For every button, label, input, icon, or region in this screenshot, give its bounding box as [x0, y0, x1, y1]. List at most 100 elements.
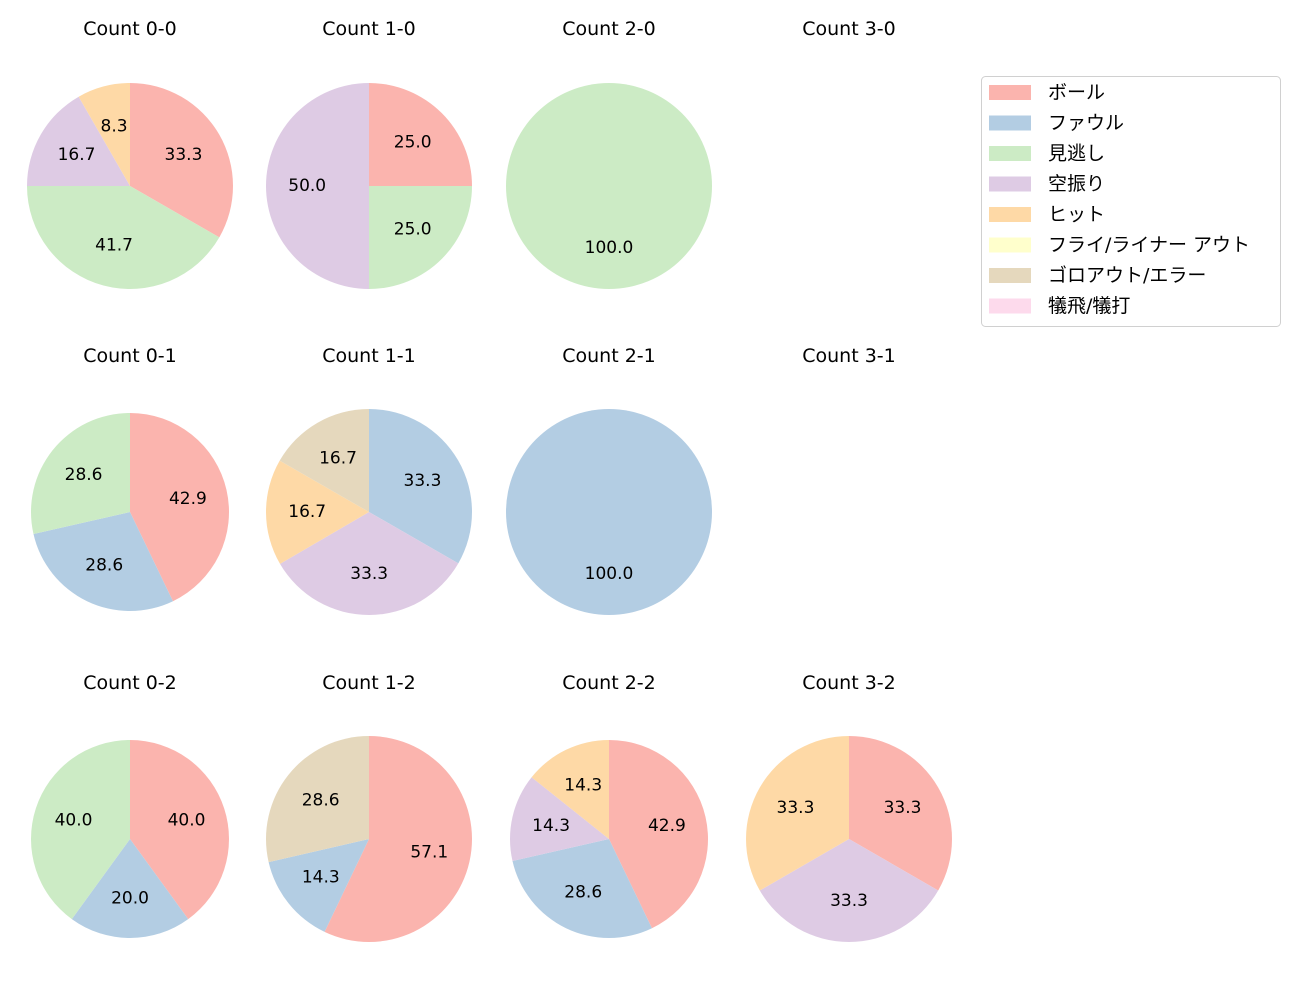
pie-title: Count 0-0 — [83, 18, 177, 40]
slice-label: 16.7 — [288, 502, 326, 522]
pie-slice-ファウル — [369, 409, 472, 564]
pie-title: Count 1-2 — [322, 672, 416, 694]
pie-title: Count 3-2 — [802, 672, 896, 694]
pie-slice-ファウル — [71, 839, 189, 938]
pie-slice-ゴロアウト/エラー — [279, 409, 369, 512]
pie-slice-空振り — [27, 96, 130, 186]
pie-count-2-2: Count 2-2 42.9 28.6 14.3 14.3 — [510, 672, 708, 939]
legend-swatch — [989, 268, 1031, 283]
slice-label: 40.0 — [168, 811, 206, 831]
pie-count-0-1: Count 0-1 42.9 28.6 28.6 — [30, 345, 230, 611]
slice-label: 33.3 — [404, 471, 442, 491]
pie-slice-ボール — [369, 83, 472, 186]
slice-label: 42.9 — [169, 489, 207, 509]
slice-label: 25.0 — [394, 220, 432, 240]
pie-slice-見逃し — [27, 186, 220, 290]
pie-slice-ボール — [324, 736, 473, 943]
pie-title: Count 3-0 — [802, 18, 896, 40]
slice-label: 28.6 — [65, 465, 103, 485]
pie-title: Count 2-0 — [562, 18, 656, 40]
pie-title: Count 0-1 — [83, 345, 177, 367]
pie-count-0-2: Count 0-2 40.0 20.0 40.0 — [30, 672, 230, 938]
pie-title: Count 2-2 — [562, 672, 656, 694]
slice-label: 41.7 — [95, 236, 133, 256]
pie-slice-ヒット — [531, 740, 609, 839]
legend-swatch — [989, 237, 1031, 253]
slice-label: 33.3 — [830, 891, 868, 911]
pie-slice-ボール — [609, 740, 708, 929]
legend-swatch — [989, 146, 1031, 161]
slice-label: 100.0 — [585, 564, 634, 584]
slice-label: 33.3 — [777, 798, 815, 818]
pie-slice-空振り — [266, 83, 369, 289]
pie-title: Count 1-1 — [322, 345, 416, 367]
pie-slice-ファウル — [33, 512, 173, 611]
legend-frame — [981, 76, 1281, 327]
legend-entry: ヒット — [1048, 204, 1105, 226]
pie-title: Count 3-1 — [802, 345, 896, 367]
slice-label: 50.0 — [288, 176, 326, 196]
slice-label: 14.3 — [302, 868, 340, 888]
pie-slice-空振り — [280, 512, 459, 615]
pie-slice-見逃し — [30, 740, 130, 920]
pie-slice-ボール — [849, 736, 952, 891]
slice-label: 42.9 — [648, 816, 686, 836]
pie-slice-ゴロアウト/エラー — [265, 736, 369, 863]
slice-label: 33.3 — [884, 798, 922, 818]
pie-slice-ボール — [130, 83, 234, 238]
slice-label: 28.6 — [85, 556, 123, 576]
pie-count-2-1: Count 2-1 100.0 — [506, 345, 712, 615]
pie-title: Count 2-1 — [562, 345, 656, 367]
legend-entry: ゴロアウト/エラー — [1048, 265, 1206, 287]
slice-label: 16.7 — [58, 145, 96, 165]
pie-title: Count 0-2 — [83, 672, 177, 694]
pie-slice-ヒット — [745, 736, 849, 891]
slice-label: 8.3 — [101, 116, 128, 136]
legend-entry: フライ/ライナー アウト — [1048, 234, 1250, 256]
slice-label: 28.6 — [302, 791, 340, 811]
slice-label: 33.3 — [165, 145, 203, 165]
slice-label: 14.3 — [564, 775, 602, 795]
legend-swatch — [989, 176, 1031, 192]
slice-label: 28.6 — [564, 883, 602, 903]
pie-slice-ヒット — [266, 460, 369, 564]
pie-count-3-0: Count 3-0 — [802, 18, 896, 40]
slice-label: 100.0 — [585, 238, 634, 258]
legend-swatch — [989, 298, 1031, 314]
pie-count-2-0: Count 2-0 100.0 — [506, 18, 712, 289]
pie-slice-空振り — [510, 777, 609, 862]
pie-count-1-1: Count 1-1 33.3 33.3 16.7 16.7 — [266, 345, 472, 615]
pie-slice-ヒット — [78, 83, 130, 186]
legend-entry: 犠飛/犠打 — [1048, 295, 1130, 317]
pie-count-3-2: Count 3-2 33.3 33.3 33.3 — [745, 672, 952, 942]
slice-label: 57.1 — [410, 843, 448, 863]
slice-label: 40.0 — [55, 811, 93, 831]
legend-entry: 見逃し — [1048, 143, 1105, 165]
slice-label: 16.7 — [319, 449, 357, 469]
legend-swatch — [989, 85, 1031, 100]
pie-slice-見逃し — [506, 83, 712, 289]
pie-slice-ボール — [130, 740, 230, 920]
pie-slice-空振り — [759, 839, 939, 942]
pie-slice-ボール — [130, 413, 230, 602]
slice-label: 25.0 — [394, 132, 432, 152]
pie-count-0-0: Count 0-0 33.3 41.7 16.78.3 — [27, 18, 234, 290]
pie-count-3-1: Count 3-1 — [802, 345, 896, 367]
legend-entry: ファウル — [1048, 112, 1124, 134]
legend-swatch — [989, 207, 1031, 222]
slice-label: 14.3 — [532, 816, 570, 836]
pie-slice-ファウル — [512, 839, 652, 939]
pie-slice-見逃し — [30, 413, 131, 535]
pie-slice-ファウル — [268, 839, 369, 932]
legend-swatch — [989, 115, 1031, 131]
pie-count-1-2: Count 1-2 57.1 14.3 28.6 — [265, 672, 473, 943]
slice-label: 20.0 — [111, 888, 149, 908]
pie-slice-ファウル — [506, 409, 712, 615]
pie-count-1-0: Count 1-0 25.0 25.0 50.0 — [266, 18, 472, 289]
slice-label: 33.3 — [350, 564, 388, 584]
legend-entry: 空振り — [1048, 173, 1105, 195]
pie-title: Count 1-0 — [322, 18, 416, 40]
